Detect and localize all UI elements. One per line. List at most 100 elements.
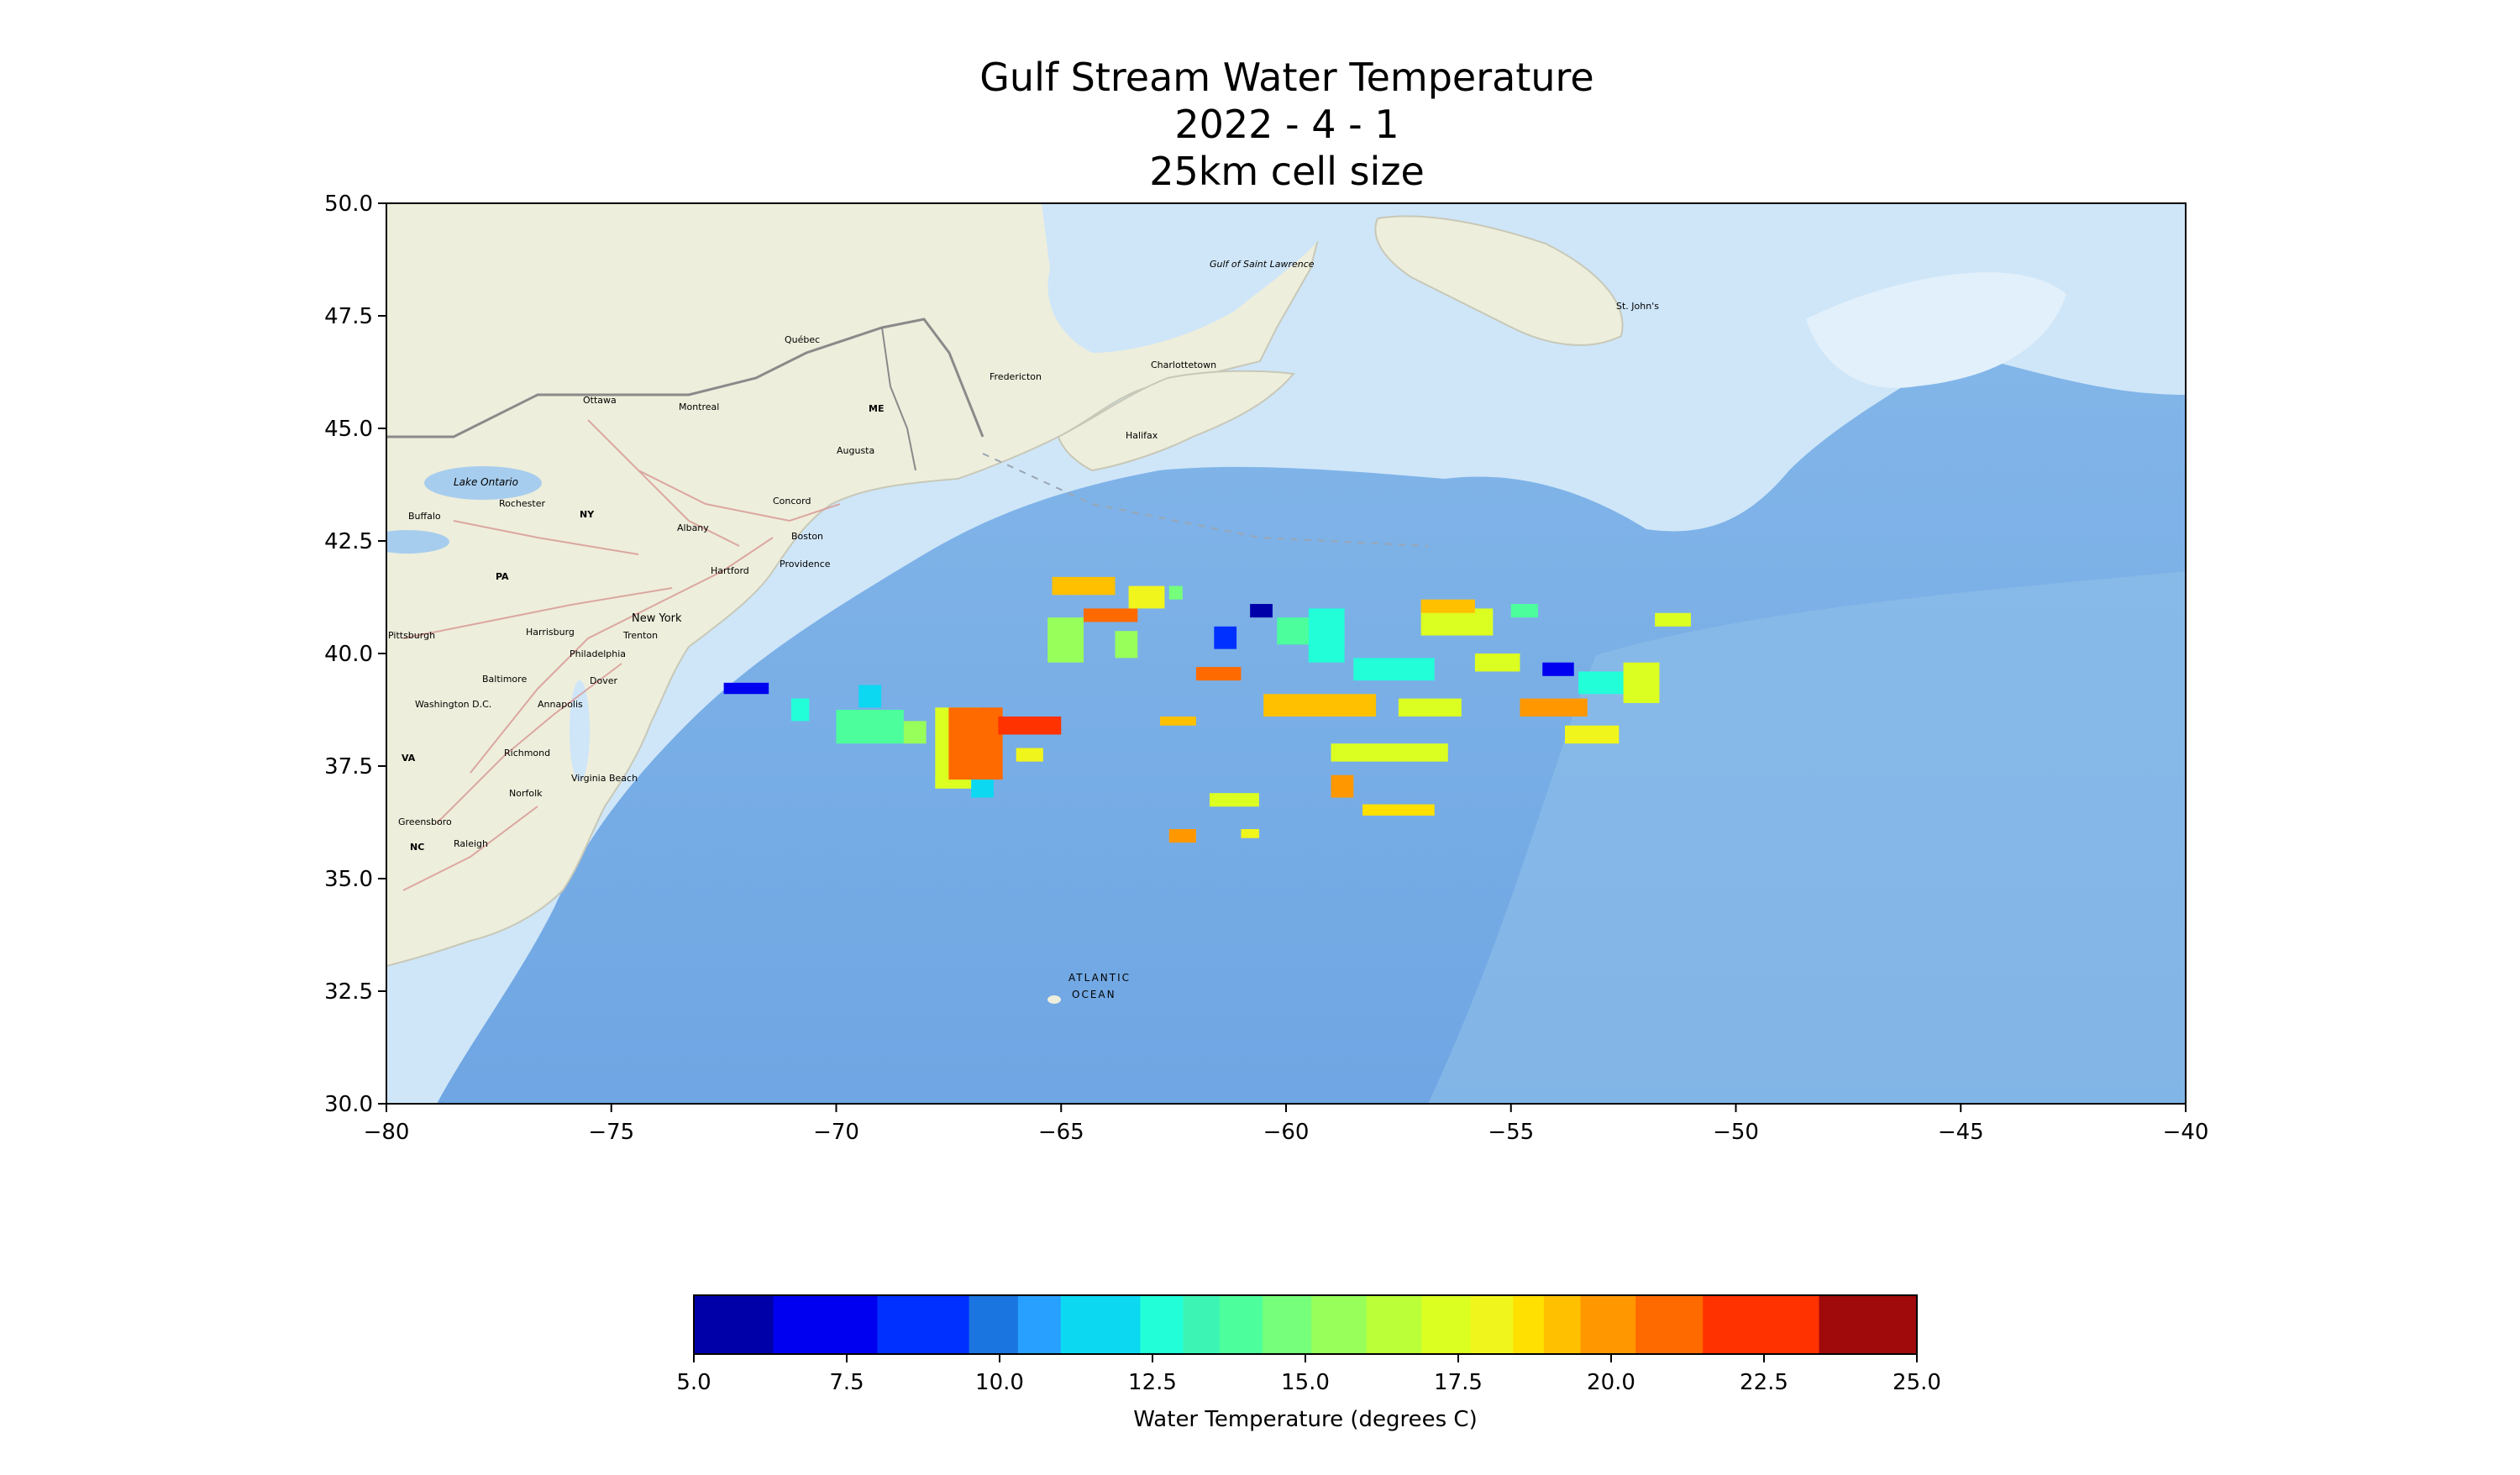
- x-tick-label: −40: [2163, 1120, 2209, 1145]
- colorbar-tick-label: 10.0: [975, 1370, 1024, 1395]
- label-pa: PA: [496, 571, 509, 582]
- label-fredericton: Fredericton: [990, 371, 1042, 382]
- label-ocean: OCEAN: [1072, 989, 1116, 1000]
- temperature-cell: [1510, 604, 1538, 618]
- y-tick-label: 42.5: [324, 529, 373, 554]
- colorbar-segment: [1543, 1295, 1582, 1354]
- colorbar-segment: [1017, 1295, 1062, 1354]
- temperature-cell: [1052, 576, 1116, 596]
- label-me: ME: [869, 403, 884, 414]
- colorbar-segment: [773, 1295, 878, 1354]
- ocean-abyssal: [1428, 571, 2186, 1104]
- temperature-cell: [1308, 608, 1345, 663]
- colorbar-tick-label: 20.0: [1587, 1370, 1635, 1395]
- colorbar-segment: [1263, 1295, 1312, 1354]
- label-augusta: Augusta: [837, 445, 874, 456]
- colorbar-segment: [1060, 1295, 1141, 1354]
- map-area[interactable]: [365, 203, 2186, 1104]
- temperature-cell: [1263, 694, 1377, 717]
- label-baltimore: Baltimore: [482, 674, 527, 685]
- label-ottawa: Ottawa: [583, 395, 617, 406]
- colorbar-tick-label: 22.5: [1740, 1370, 1788, 1395]
- temperature-cell: [1623, 662, 1660, 703]
- temperature-cell: [1241, 829, 1259, 838]
- temperature-cell: [948, 707, 1003, 780]
- temperature-cell: [1655, 612, 1691, 627]
- label-quebec: Québec: [785, 334, 820, 345]
- lake-ontario-shape: [424, 466, 542, 500]
- y-tick-label: 50.0: [324, 192, 373, 217]
- colorbar-segment: [1703, 1295, 1820, 1354]
- label-atlantic: ATLANTIC: [1068, 972, 1131, 984]
- label-va: VA: [402, 753, 416, 764]
- label-charlottetown: Charlottetown: [1151, 360, 1216, 370]
- border-maine: [881, 327, 916, 471]
- map-labels: Lake Ontario Gulf of Saint Lawrence ATLA…: [388, 259, 1659, 1000]
- label-concord: Concord: [773, 496, 811, 507]
- label-greensboro: Greensboro: [398, 816, 452, 827]
- colorbar-tick-label: 5.0: [676, 1370, 711, 1395]
- temperature-cell: [1128, 585, 1165, 609]
- x-tick-label: −70: [813, 1120, 859, 1145]
- temperature-cell: [1474, 654, 1520, 672]
- temperature-cell: [1209, 793, 1259, 807]
- label-boston: Boston: [791, 531, 823, 542]
- label-philadelphia: Philadelphia: [570, 648, 626, 659]
- label-gulf-st-lawrence: Gulf of Saint Lawrence: [1210, 259, 1315, 270]
- colorbar-tick-label: 7.5: [829, 1370, 864, 1395]
- y-tick-label: 32.5: [324, 979, 373, 1005]
- colorbar-tick-label: 17.5: [1434, 1370, 1483, 1395]
- land-newfoundland: [1374, 215, 1624, 346]
- title-line-3: 25km cell size: [1149, 149, 1425, 194]
- land-nova-scotia: [1057, 370, 1295, 472]
- label-rochester: Rochester: [499, 498, 545, 509]
- temperature-cell: [1565, 725, 1620, 744]
- title-line-2: 2022 - 4 - 1: [1174, 102, 1399, 147]
- temperature-cell: [1047, 617, 1084, 663]
- label-norfolk: Norfolk: [509, 788, 543, 799]
- x-axis: −80 −75 −70 −65 −60 −55 −50 −45 −40: [364, 1104, 2209, 1145]
- colorbar-segment: [1470, 1295, 1515, 1354]
- label-montreal: Montreal: [679, 402, 719, 412]
- temperature-cell: [1084, 608, 1138, 622]
- colorbar-segment: [969, 1295, 1019, 1354]
- colorbar-segment: [877, 1295, 970, 1354]
- temperature-cell: [1168, 829, 1196, 843]
- y-tick-label: 45.0: [324, 417, 373, 442]
- temperature-cell: [1331, 774, 1354, 798]
- y-tick-label: 37.5: [324, 754, 373, 779]
- label-hartford: Hartford: [711, 565, 749, 576]
- colorbar-segment: [1140, 1295, 1184, 1354]
- grand-banks: [1806, 272, 2066, 388]
- colorbar-ticks: 5.0 7.5 10.0 12.5 15.0 17.5 20.0 22.5 25.0: [676, 1354, 1941, 1395]
- label-halifax: Halifax: [1126, 430, 1158, 441]
- temperature-cell: [790, 698, 810, 722]
- x-tick-label: −55: [1488, 1120, 1534, 1145]
- temperature-cell: [1520, 698, 1588, 717]
- colorbar-segment: [1819, 1295, 1918, 1354]
- label-new-york: New York: [632, 612, 682, 625]
- y-axis: 30.0 32.5 35.0 37.5 40.0 42.5 45.0 47.5 50.0: [324, 192, 386, 1117]
- lake-erie-shape: [386, 530, 449, 554]
- label-dover: Dover: [590, 675, 617, 686]
- temperature-cell: [858, 685, 882, 708]
- temperature-cell: [998, 717, 1062, 735]
- x-tick-label: −50: [1713, 1120, 1759, 1145]
- temperature-cell: [1250, 604, 1273, 618]
- y-tick-label: 47.5: [324, 304, 373, 329]
- label-providence: Providence: [780, 559, 831, 570]
- label-albany: Albany: [677, 522, 709, 533]
- temperature-cell: [1115, 631, 1138, 659]
- temperature-cell: [1168, 585, 1183, 600]
- temperature-cell: [723, 682, 769, 695]
- colorbar-segment: [1513, 1295, 1545, 1354]
- colorbar-segment: [1580, 1295, 1636, 1354]
- temperature-cell: [1195, 667, 1242, 681]
- temperature-cell: [1542, 662, 1574, 676]
- gulf-st-lawrence-water: [1042, 203, 1344, 353]
- road-network: [402, 419, 841, 891]
- y-tick-label: 30.0: [324, 1092, 373, 1117]
- label-washington: Washington D.C.: [415, 699, 491, 710]
- colorbar-segments: [694, 1295, 1918, 1354]
